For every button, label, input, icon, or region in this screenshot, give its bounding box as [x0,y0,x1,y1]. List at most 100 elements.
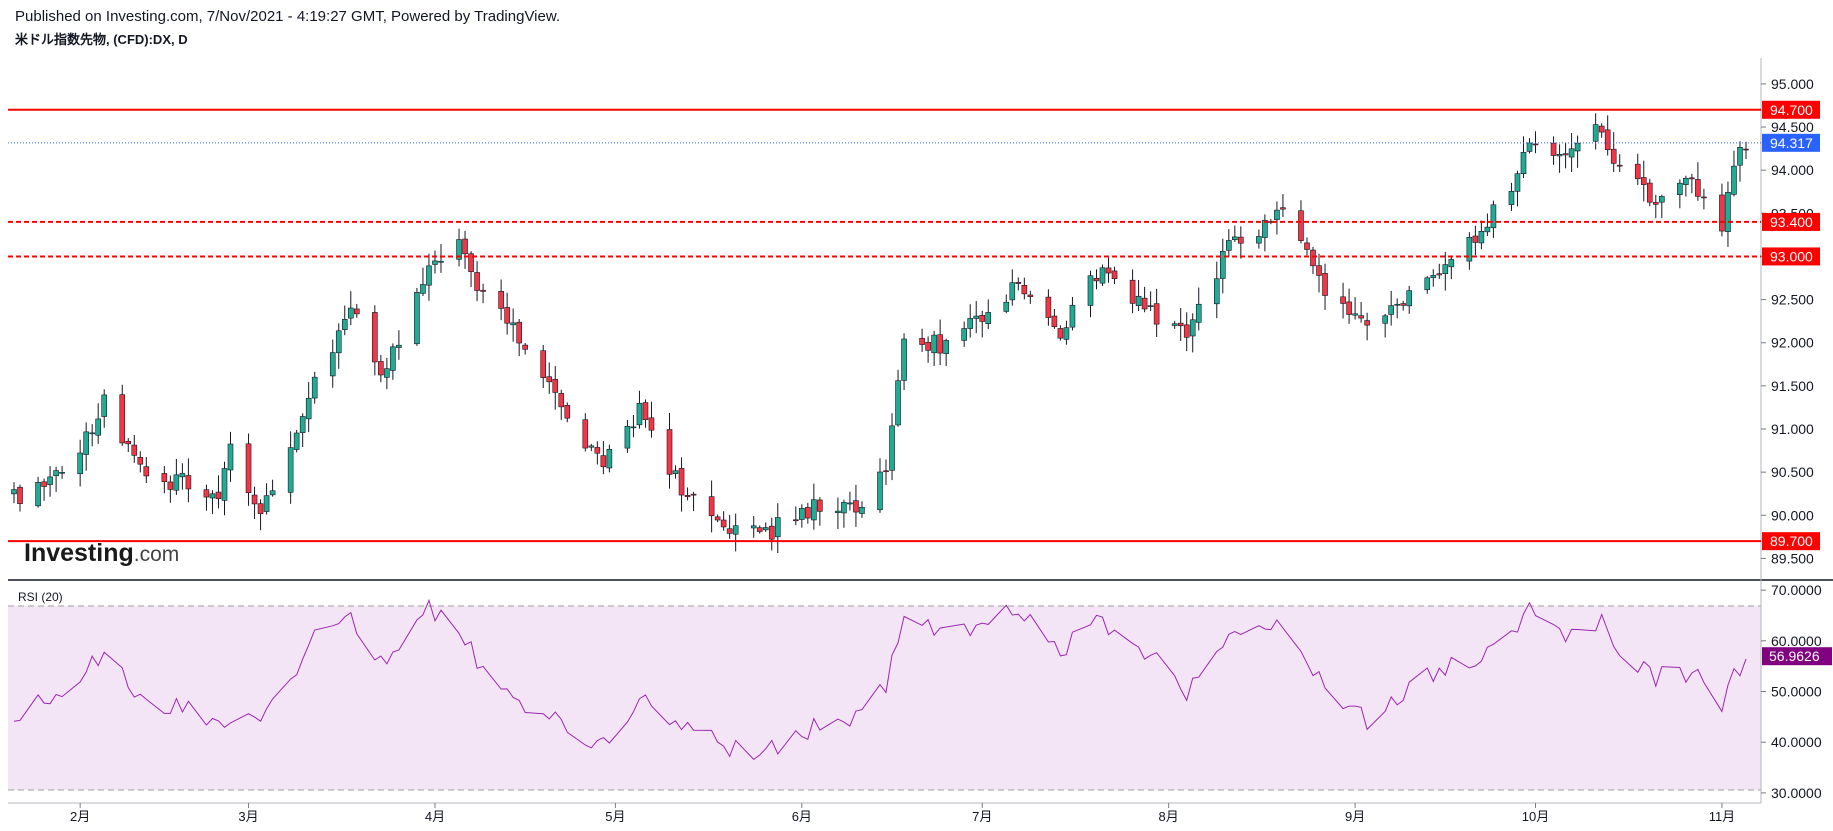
candle-body [1611,149,1616,163]
candle-body [1725,192,1730,231]
level-badge-label: 89.700 [1770,533,1813,549]
rsi-tick-label: 70.0000 [1771,582,1822,598]
candle-body [42,482,47,487]
candle-body [986,312,991,323]
candle-body [1515,174,1520,192]
candle-body [1196,304,1201,322]
time-tick-label: 8月 [1159,809,1179,824]
candle-body [643,403,648,420]
candle-body [306,398,311,419]
candle-body [228,444,233,470]
candle-body [222,469,227,501]
candle-body [553,379,558,392]
time-tick-label: 7月 [972,809,992,824]
candle-body [102,395,107,417]
candle-body [1052,316,1057,327]
candle-body [1437,274,1442,275]
candle-body [1347,302,1352,315]
candle-body [1557,154,1562,156]
candle-body [679,468,684,495]
candle-body [1190,320,1195,336]
price-tick-label: 95.000 [1771,76,1814,92]
candle-body [204,490,209,497]
time-tick-label: 5月 [605,809,625,824]
candle-body [1154,304,1159,324]
candle-body [1274,210,1279,219]
candle-body [1341,297,1346,304]
candle-body [48,477,53,485]
candle-body [216,492,221,499]
candle-body [312,377,317,398]
level-badge-label: 93.400 [1770,214,1813,230]
candle-body [505,307,510,323]
candle-body [1280,208,1285,209]
candle-body [432,261,437,265]
candle-body [631,427,636,428]
candle-body [709,497,714,516]
candle-body [1593,125,1598,142]
candle-body [1521,152,1526,173]
candle-body [144,467,149,476]
price-tick-label: 92.500 [1771,292,1814,308]
rsi-tick-label: 50.0000 [1771,684,1822,700]
candle-body [1353,314,1358,315]
candle-body [1527,143,1532,152]
price-tick-label: 94.000 [1771,162,1814,178]
candle-body [463,239,468,254]
candle-body [1701,197,1706,198]
candle-body [565,405,570,418]
time-tick-label: 11月 [1709,809,1736,824]
candle-body [775,517,780,536]
time-tick-label: 3月 [238,809,258,824]
rsi-tick-label: 60.0000 [1771,633,1822,649]
candle-body [264,496,269,512]
candle-body [84,432,89,455]
candle-body [1365,321,1370,326]
candle-body [438,261,443,262]
candle-body [288,448,293,493]
candle-body [1485,227,1490,232]
price-tick-label: 94.500 [1771,119,1814,135]
rsi-tick-label: 40.0000 [1771,734,1822,750]
candle-body [637,403,642,425]
candle-body [1467,237,1472,261]
time-tick-label: 10月 [1522,809,1549,824]
candle-body [938,335,943,353]
candle-body [721,520,726,527]
candle-body [1605,130,1610,150]
candle-body [420,284,425,293]
candle-body [294,433,299,450]
candle-body [799,508,804,519]
candle-body [354,309,359,314]
candle-body [372,312,377,362]
candle-body [757,528,762,532]
candle-body [1028,295,1033,297]
candle-body [96,419,101,435]
candle-body [884,471,889,472]
candle-body [1395,304,1400,305]
candle-body [835,511,840,513]
candle-body [1389,306,1394,315]
candle-body [1635,164,1640,179]
candle-body [793,520,798,521]
candle-body [54,471,59,476]
candle-body [1647,183,1652,202]
candle-body [1449,259,1454,266]
candle-body [517,322,522,343]
candle-body [60,472,65,473]
candle-body [210,494,215,498]
time-tick-label: 4月 [425,809,445,824]
candle-body [1575,143,1580,151]
candle-body [805,507,810,518]
candle-body [853,501,858,512]
candle-body [1617,165,1622,166]
candle-body [1046,297,1051,317]
candle-body [932,335,937,353]
candle-body [1064,328,1069,340]
candle-body [1479,231,1484,243]
candle-body [691,494,696,495]
candle-body [174,475,179,490]
candle-body [896,381,901,425]
candle-body [1004,302,1009,311]
